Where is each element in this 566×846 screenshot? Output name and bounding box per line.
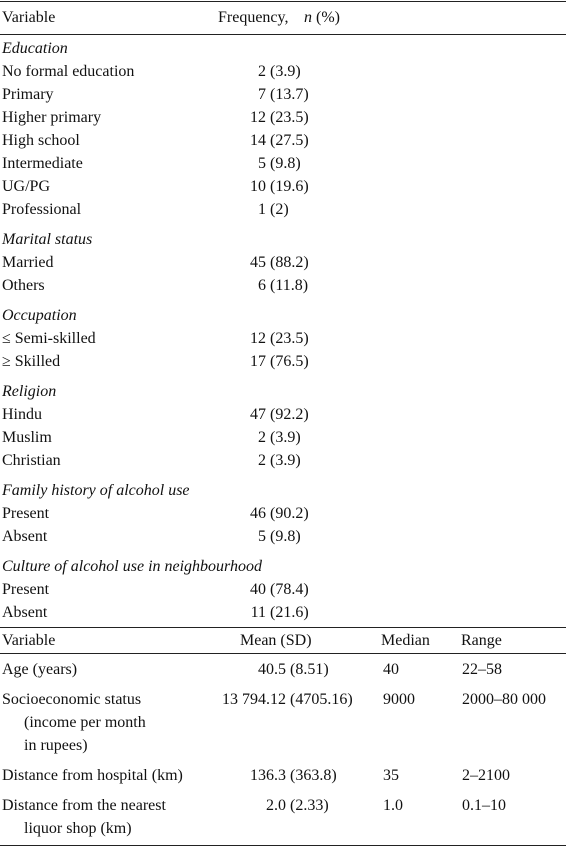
count: 6: [258, 277, 266, 294]
percent: (92.2): [270, 406, 309, 423]
count: 10: [250, 178, 266, 195]
percent: (3.9): [270, 63, 301, 80]
count: 2: [258, 452, 266, 469]
count: 12: [250, 109, 266, 126]
percent: (2): [270, 201, 289, 218]
header-cell: Variable: [2, 632, 56, 649]
rule: [0, 1, 566, 2]
mean: 13 794.12: [222, 691, 286, 708]
group-heading: Religion: [2, 383, 57, 400]
row-label: Others: [2, 277, 45, 294]
percent: (13.7): [270, 86, 309, 103]
percent: (3.9): [270, 429, 301, 446]
row-label: Absent: [2, 604, 48, 621]
count: 1: [258, 201, 266, 218]
row-label: (income per month: [24, 714, 146, 731]
header-cell: n: [304, 9, 312, 26]
median: 1.0: [383, 797, 403, 814]
header-cell: Median: [381, 632, 430, 649]
header-cell: Frequency,: [218, 9, 289, 26]
percent: (76.5): [270, 353, 309, 370]
header-cell: (%): [316, 9, 340, 26]
count: 14: [250, 132, 266, 149]
count: 47: [250, 406, 266, 423]
row-label: Present: [2, 581, 50, 598]
sd: (2.33): [290, 797, 329, 814]
row-label: Absent: [2, 528, 48, 545]
rule: [0, 34, 566, 35]
count: 12: [250, 330, 266, 347]
percent: (11.8): [270, 277, 309, 294]
mean: 40.5: [258, 661, 286, 678]
percent: (88.2): [270, 254, 309, 271]
median: 40: [383, 661, 399, 678]
percent: (27.5): [270, 132, 309, 149]
row-label: Age (years): [2, 661, 78, 678]
range: 2000–80 000: [462, 691, 546, 708]
row-label: Socioeconomic status: [2, 691, 142, 708]
group-heading: Education: [2, 40, 68, 57]
percent: (23.5): [270, 330, 309, 347]
sd: (8.51): [290, 661, 329, 678]
row-label: liquor shop (km): [24, 820, 132, 837]
sd: (4705.16): [290, 691, 353, 708]
sd: (363.8): [290, 767, 337, 784]
percent: (90.2): [270, 505, 309, 522]
range: 22–58: [462, 661, 502, 678]
row-label: Muslim: [2, 429, 52, 446]
rule: [0, 627, 566, 628]
row-label: Distance from the nearest: [2, 797, 166, 814]
median: 35: [383, 767, 399, 784]
row-label: in rupees): [24, 737, 88, 754]
mean: 2.0: [266, 797, 286, 814]
rule: [0, 653, 566, 654]
count: 40: [250, 581, 266, 598]
percent: (9.8): [270, 528, 301, 545]
row-label: UG/PG: [2, 178, 51, 195]
count: 11: [250, 604, 266, 621]
count: 7: [258, 86, 266, 103]
count: 45: [250, 254, 266, 271]
row-label: Intermediate: [2, 155, 83, 172]
row-label: Christian: [2, 452, 61, 469]
group-heading: Marital status: [2, 231, 93, 248]
row-label: Primary: [2, 86, 54, 103]
range: 2–2100: [462, 767, 510, 784]
group-heading: Culture of alcohol use in neighbourhood: [2, 558, 262, 575]
row-label: Present: [2, 505, 50, 522]
percent: (19.6): [270, 178, 309, 195]
mean: 136.3: [250, 767, 286, 784]
percent: (3.9): [270, 452, 301, 469]
count: 5: [258, 155, 266, 172]
group-heading: Occupation: [2, 307, 77, 324]
row-label: Professional: [2, 201, 82, 218]
row-label: ≥ Skilled: [2, 353, 61, 370]
row-label: Distance from hospital (km): [2, 767, 183, 784]
header-cell: Mean (SD): [240, 632, 312, 649]
row-label: High school: [2, 132, 80, 149]
row-label: No formal education: [2, 63, 135, 80]
row-label: Higher primary: [2, 109, 102, 126]
header-cell: Range: [461, 632, 502, 649]
range: 0.1–10: [462, 797, 506, 814]
percent: (9.8): [270, 155, 301, 172]
count: 2: [258, 63, 266, 80]
row-label: Married: [2, 254, 54, 271]
percent: (78.4): [270, 581, 309, 598]
row-label: ≤ Semi-skilled: [2, 330, 96, 347]
count: 17: [250, 353, 266, 370]
count: 5: [258, 528, 266, 545]
row-label: Hindu: [2, 406, 42, 423]
count: 2: [258, 429, 266, 446]
header-cell: Variable: [2, 9, 56, 26]
median: 9000: [383, 691, 415, 708]
group-heading: Family history of alcohol use: [2, 482, 190, 499]
percent: (23.5): [270, 109, 309, 126]
count: 46: [250, 505, 266, 522]
percent: (21.6): [270, 604, 309, 621]
